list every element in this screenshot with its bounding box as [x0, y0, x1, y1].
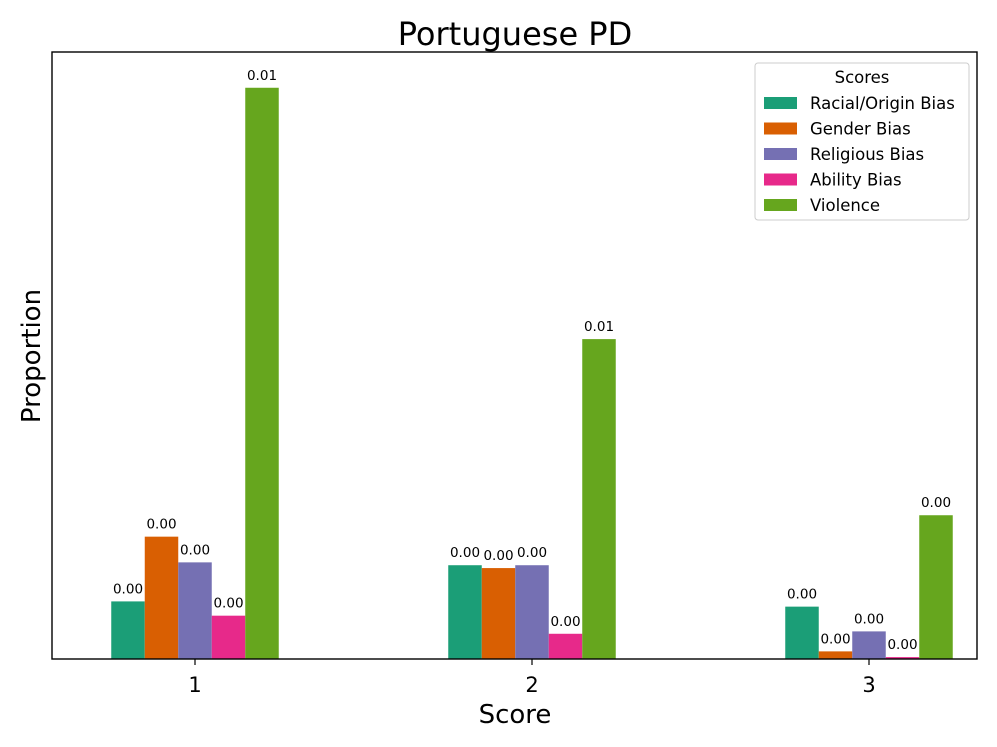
legend-swatch-gender-bias — [764, 122, 797, 135]
data-label-ability-bias-score-3: 0.00 — [887, 637, 917, 653]
bar-ability-bias-score-2 — [548, 633, 583, 659]
y-axis-label: Proportion — [17, 289, 47, 423]
legend: Scores Racial/Origin Bias Gender Bias Reli… — [754, 62, 970, 221]
bar-religious-bias-score-2 — [515, 565, 549, 659]
legend-label-religious-bias: Religious Bias — [810, 145, 924, 164]
data-label-gender-bias-score-2: 0.00 — [483, 548, 513, 564]
x-ticks-layer: 1 2 3 — [188, 659, 876, 697]
data-label-religious-bias-score-3: 0.00 — [854, 611, 884, 627]
bar-racial-origin-bias-score-3 — [785, 606, 819, 659]
legend-swatch-ability-bias — [764, 173, 797, 186]
bar-gender-bias-score-1 — [144, 536, 179, 659]
bar-religious-bias-score-3 — [852, 631, 886, 659]
legend-label-gender-bias: Gender Bias — [810, 120, 911, 139]
bar-racial-origin-bias-score-2 — [448, 565, 482, 659]
legend-frame — [754, 62, 970, 221]
data-label-gender-bias-score-3: 0.00 — [820, 631, 850, 647]
legend-swatch-racial-origin-bias — [764, 97, 797, 109]
legend-items: Racial/Origin Bias Gender Bias Religious B… — [764, 94, 955, 215]
bar-racial-origin-bias-score-1 — [111, 601, 145, 659]
data-label-ability-bias-score-2: 0.00 — [550, 614, 580, 630]
bar-ability-bias-score-1 — [211, 615, 246, 659]
data-labels-layer: 0.000.000.000.000.010.00 0.00 0.000.000.01… — [113, 68, 951, 653]
legend-label-ability-bias: Ability Bias — [810, 171, 902, 190]
x-tick-label-2: 2 — [525, 673, 538, 697]
data-label-violence-score-1: 0.01 — [247, 68, 277, 84]
data-label-racial-origin-bias-score-3: 0.00 — [787, 587, 817, 603]
chart-title: Portuguese PD — [398, 15, 632, 53]
data-label-racial-origin-bias-score-1: 0.00 — [113, 581, 143, 597]
x-axis-label: Score — [479, 700, 552, 730]
legend-swatch-religious-bias — [764, 148, 797, 160]
data-label-racial-origin-bias-score-2: 0.00 — [450, 545, 480, 561]
legend-label-racial-origin-bias: Racial/Origin Bias — [810, 94, 955, 113]
legend-label-violence: Violence — [810, 196, 880, 215]
legend-title: Scores — [835, 68, 890, 87]
plot-frame — [51, 51, 978, 660]
data-label-violence-score-2: 0.01 — [584, 319, 614, 335]
bar-ability-bias-score-3 — [885, 657, 920, 659]
bar-religious-bias-score-1 — [178, 562, 212, 659]
bar-violence-score-2 — [582, 339, 616, 659]
bar-gender-bias-score-2 — [481, 568, 516, 659]
data-label-religious-bias-score-2: 0.00 — [517, 545, 547, 561]
data-label-ability-bias-score-1: 0.00 — [213, 596, 243, 612]
data-label-violence-score-3: 0.00 — [921, 495, 951, 511]
x-tick-label-1: 1 — [188, 673, 201, 697]
bar-violence-score-3 — [919, 515, 953, 659]
bar-violence-score-1 — [245, 87, 279, 660]
legend-swatch-violence — [764, 199, 797, 211]
data-label-religious-bias-score-1: 0.00 — [180, 542, 210, 558]
bars-layer — [111, 87, 953, 660]
data-label-gender-bias-score-1: 0.00 — [146, 517, 176, 533]
bar-gender-bias-score-3 — [818, 651, 853, 659]
x-tick-label-3: 3 — [862, 673, 875, 697]
